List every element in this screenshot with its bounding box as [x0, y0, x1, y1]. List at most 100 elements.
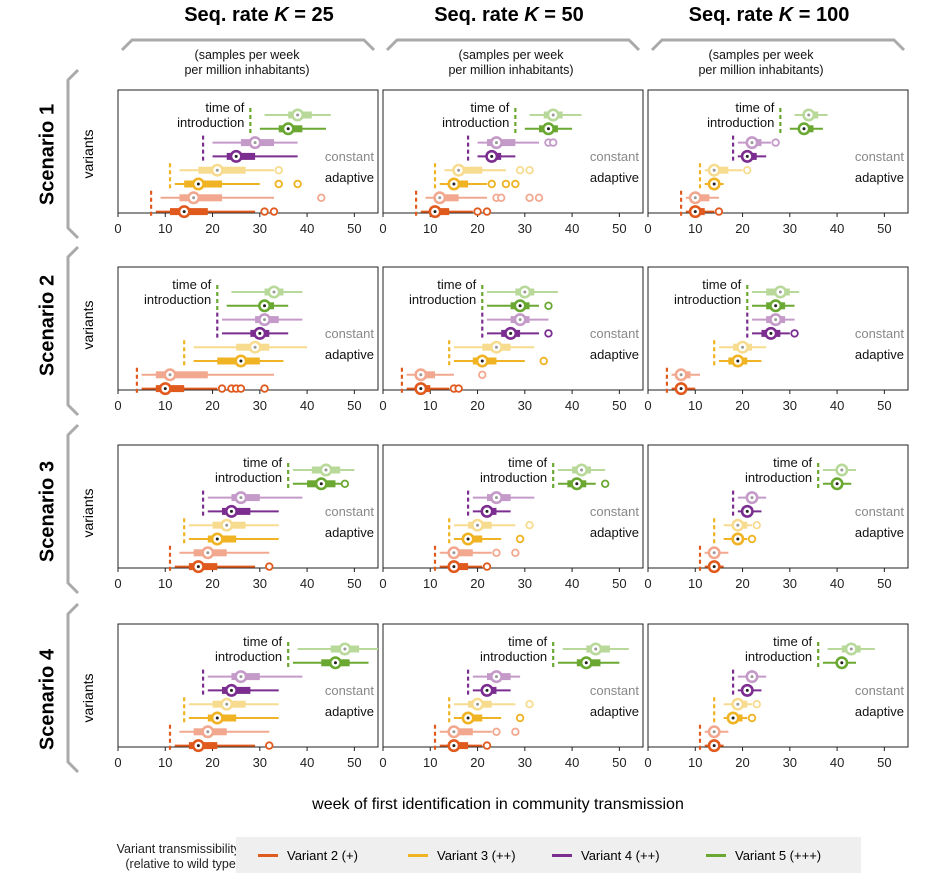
median-dot — [712, 744, 716, 748]
x-tick-label: 10 — [688, 221, 702, 236]
outlier-point — [525, 193, 534, 202]
median-dot — [215, 168, 219, 172]
median-dot — [466, 537, 470, 541]
median-dot — [163, 387, 167, 391]
x-tick-label: 10 — [688, 755, 702, 770]
outlier-point — [217, 384, 227, 393]
column-bracket-0 — [120, 38, 376, 52]
x-tick-label: 0 — [644, 755, 651, 770]
legend-swatch-variant-5 — [706, 853, 726, 857]
median-dot — [736, 523, 740, 527]
x-tick-label: 50 — [612, 398, 626, 413]
x-tick-label: 0 — [644, 398, 651, 413]
legend-swatch-variant-2 — [258, 853, 278, 857]
x-tick-label: 20 — [735, 755, 749, 770]
box-iqr — [453, 166, 483, 174]
median-dot — [229, 509, 233, 513]
median-dot — [225, 702, 229, 706]
median-dot — [712, 565, 716, 569]
median-dot — [835, 482, 839, 486]
x-tick-label: 40 — [565, 221, 579, 236]
median-dot — [693, 196, 697, 200]
outlier-point — [544, 329, 553, 338]
x-tick-label: 20 — [205, 221, 219, 236]
median-dot — [551, 113, 555, 117]
outlier-point — [525, 165, 534, 175]
median-dot — [580, 468, 584, 472]
median-dot — [239, 359, 243, 363]
outlier-point — [265, 562, 274, 571]
x-tick-label: 50 — [347, 576, 361, 591]
median-dot — [494, 496, 498, 500]
introduction-label-line-1: time of — [243, 634, 282, 649]
x-tick-label: 0 — [379, 755, 386, 770]
x-tick-label: 0 — [114, 755, 121, 770]
x-tick-label: 10 — [423, 221, 437, 236]
row-bracket-0 — [66, 68, 80, 240]
introduction-label-line-2: introduction — [215, 649, 282, 664]
median-dot — [239, 675, 243, 679]
introduction-label-line-2: introduction — [442, 115, 509, 130]
outlier-point — [747, 534, 757, 544]
x-tick-label: 30 — [783, 221, 797, 236]
x-tick-label: 0 — [644, 221, 651, 236]
introduction-label-line-2: introduction — [177, 115, 244, 130]
row-bracket-3 — [66, 602, 80, 774]
outlier-point — [534, 193, 544, 202]
median-dot — [263, 318, 267, 322]
median-dot — [253, 345, 257, 349]
constant-label: constant — [590, 149, 640, 164]
box-iqr — [155, 371, 208, 379]
legend-item-variant-2: Variant 2 (+) — [258, 837, 358, 873]
median-dot — [546, 127, 550, 131]
outlier-point — [269, 207, 279, 216]
panel-frame — [647, 623, 909, 748]
x-tick-label: 0 — [644, 576, 651, 591]
median-dot — [731, 716, 735, 720]
outlier-point — [771, 138, 780, 147]
median-dot — [745, 154, 749, 158]
legend-title: Variant transmissibility (relative to wi… — [116, 842, 240, 871]
panel-frame — [382, 89, 644, 214]
median-dot — [594, 647, 598, 651]
introduction-label-line-1: time of — [172, 277, 211, 292]
x-tick-label: 20 — [205, 398, 219, 413]
outlier-point — [752, 521, 761, 530]
median-dot — [523, 290, 527, 294]
column-title-k25: Seq. rate K = 25 — [184, 4, 334, 26]
median-dot — [778, 290, 782, 294]
median-dot — [196, 565, 200, 569]
median-dot — [452, 730, 456, 734]
x-tick-label: 40 — [830, 398, 844, 413]
box-iqr — [435, 194, 459, 202]
legend-label-variant-2: Variant 2 (+) — [287, 847, 358, 863]
legend: Variant 2 (+) Variant 3 (++) Variant 4 (… — [236, 837, 861, 873]
introduction-label-line-2: introduction — [707, 115, 774, 130]
row-bracket-2 — [66, 423, 80, 595]
median-dot — [745, 688, 749, 692]
median-dot — [679, 387, 683, 391]
legend-swatch-variant-3 — [408, 853, 428, 857]
x-tick-label: 50 — [877, 398, 891, 413]
median-dot — [750, 141, 754, 145]
median-dot — [518, 304, 522, 308]
panel-frame — [382, 266, 644, 391]
constant-label: constant — [590, 504, 640, 519]
outlier-point — [515, 713, 525, 723]
outlier-point — [747, 713, 757, 723]
x-tick-label: 30 — [253, 755, 267, 770]
x-tick-label: 50 — [612, 221, 626, 236]
box-iqr — [179, 194, 222, 202]
panel-frame — [382, 623, 644, 748]
adaptive-label: adaptive — [590, 525, 639, 540]
median-dot — [234, 154, 238, 158]
column-subtitle-k25: (samples per week per million inhabitant… — [184, 48, 310, 77]
outlier-point — [600, 479, 610, 488]
x-tick-label: 30 — [253, 398, 267, 413]
outlier-point — [487, 179, 496, 189]
